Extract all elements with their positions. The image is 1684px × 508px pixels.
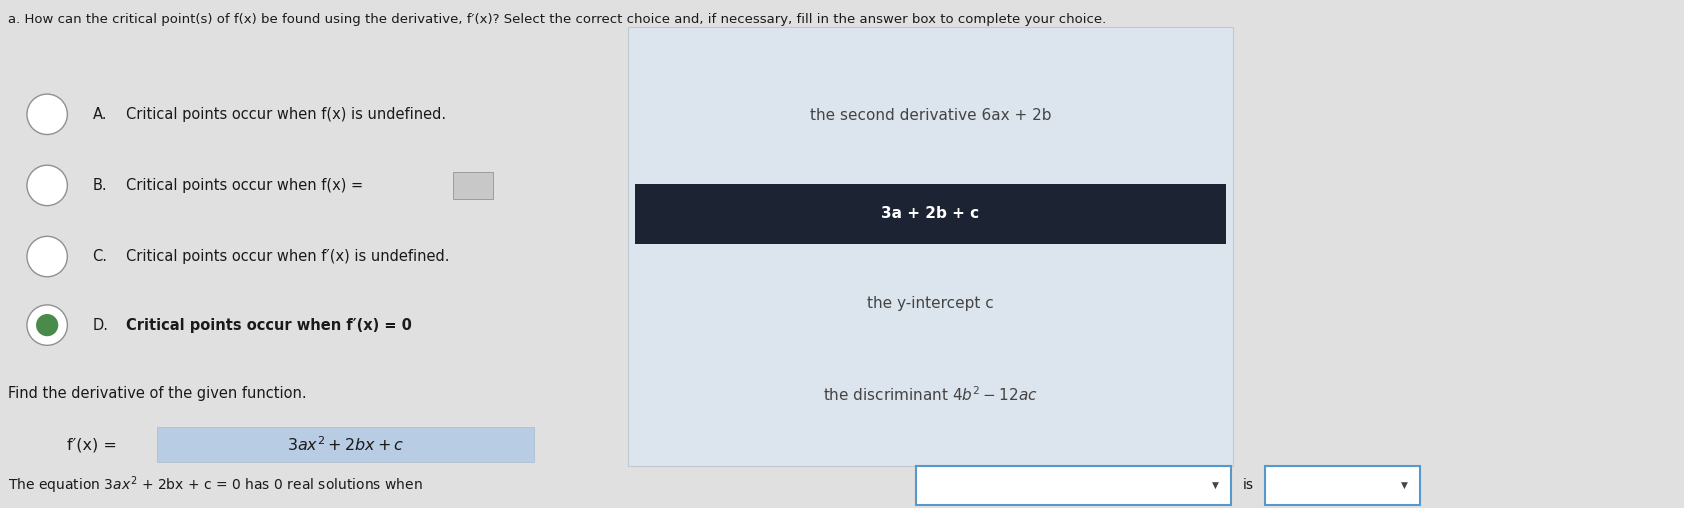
Text: ▼: ▼ <box>1212 481 1219 490</box>
Ellipse shape <box>35 314 59 336</box>
Text: D.: D. <box>93 318 109 333</box>
Text: B.: B. <box>93 178 108 193</box>
Ellipse shape <box>27 236 67 277</box>
Text: Find the derivative of the given function.: Find the derivative of the given functio… <box>8 386 306 401</box>
FancyBboxPatch shape <box>635 183 1226 244</box>
Ellipse shape <box>27 305 67 345</box>
FancyBboxPatch shape <box>157 427 534 462</box>
Text: the discriminant $4b^2-12ac$: the discriminant $4b^2-12ac$ <box>823 386 1037 404</box>
Ellipse shape <box>27 165 67 206</box>
Text: the second derivative 6ax + 2b: the second derivative 6ax + 2b <box>810 108 1051 123</box>
FancyBboxPatch shape <box>453 172 493 199</box>
Text: ▼: ▼ <box>1401 481 1408 490</box>
Text: $3ax^2 + 2bx + c$: $3ax^2 + 2bx + c$ <box>286 435 404 454</box>
Text: 3a + 2b + c: 3a + 2b + c <box>881 206 980 221</box>
Text: the y-intercept c: the y-intercept c <box>867 296 994 311</box>
FancyBboxPatch shape <box>916 465 1231 505</box>
Text: Critical points occur when f(x) is undefined.: Critical points occur when f(x) is undef… <box>126 107 446 122</box>
Text: C.: C. <box>93 249 108 264</box>
Text: Critical points occur when f′(x) is undefined.: Critical points occur when f′(x) is unde… <box>126 249 450 264</box>
Text: A.: A. <box>93 107 108 122</box>
Text: f′(x) =: f′(x) = <box>67 437 123 452</box>
Text: Critical points occur when f′(x) = 0: Critical points occur when f′(x) = 0 <box>126 318 413 333</box>
Text: Critical points occur when f(x) =: Critical points occur when f(x) = <box>126 178 364 193</box>
FancyBboxPatch shape <box>1265 465 1420 505</box>
Text: The equation $3ax^2$ + 2bx + c = 0 has 0 real solutions when: The equation $3ax^2$ + 2bx + c = 0 has 0… <box>8 474 423 496</box>
FancyBboxPatch shape <box>628 27 1233 466</box>
Text: is: is <box>1243 478 1255 492</box>
Text: a. How can the critical point(s) of f(x) be found using the derivative, f′(x)? S: a. How can the critical point(s) of f(x)… <box>8 13 1106 26</box>
Ellipse shape <box>27 94 67 135</box>
